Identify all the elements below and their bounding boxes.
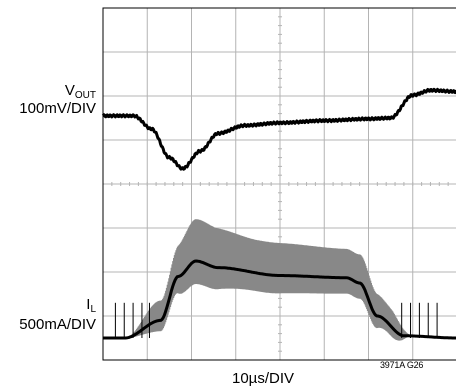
figure-id: 3971A G26	[380, 360, 424, 370]
il-scale-label: 500mA/DIV	[19, 316, 96, 333]
scope-traces	[101, 87, 456, 341]
il-ripple	[103, 219, 456, 341]
il-trace	[103, 259, 456, 340]
vout-trace	[101, 87, 456, 171]
il-trace-label: IL	[86, 296, 96, 315]
vout-trace-label: VOUT	[64, 82, 96, 101]
plot-frame	[102, 7, 456, 361]
vout-scale-label: 100mV/DIV	[19, 100, 96, 117]
